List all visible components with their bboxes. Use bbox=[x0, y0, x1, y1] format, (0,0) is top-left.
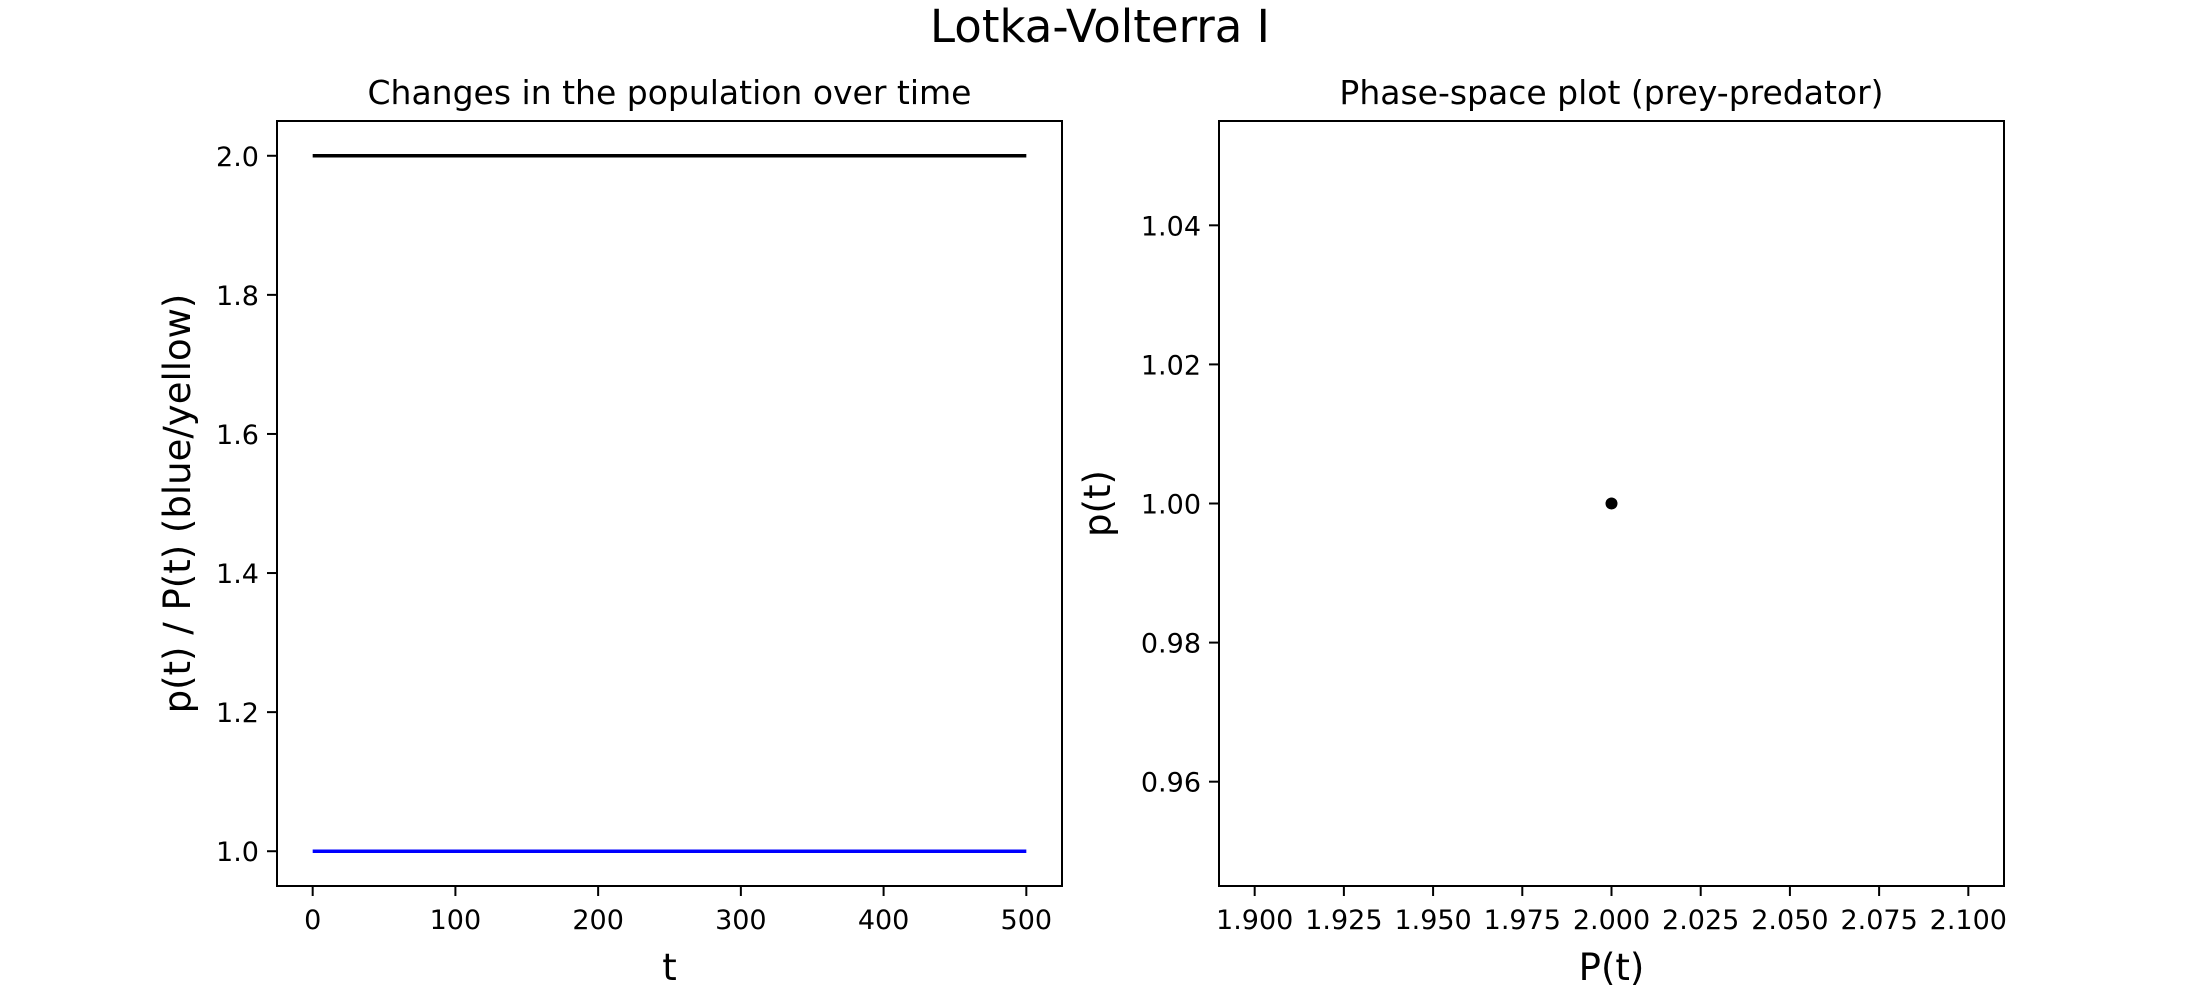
x-tick-label: 500 bbox=[1001, 905, 1053, 936]
y-tick-label: 1.0 bbox=[216, 837, 259, 868]
x-tick-label: 200 bbox=[572, 905, 624, 936]
x-tick-label: 300 bbox=[715, 905, 767, 936]
x-tick-label: 2.050 bbox=[1751, 905, 1828, 936]
x-tick-label: 2.000 bbox=[1573, 905, 1650, 936]
phase-space-chart: Phase-space plot (prey-predator) 1.900 1.9… bbox=[1076, 73, 2007, 989]
x-tick-label: 1.925 bbox=[1305, 905, 1382, 936]
x-axis-label: t bbox=[662, 946, 677, 989]
y-tick-label: 2.0 bbox=[216, 142, 259, 173]
y-tick-label: 1.00 bbox=[1141, 490, 1201, 521]
x-tick-label: 2.075 bbox=[1840, 905, 1917, 936]
x-tick-label: 1.975 bbox=[1484, 905, 1561, 936]
x-axis-label: P(t) bbox=[1579, 946, 1645, 989]
figure-title: Lotka-Volterra I bbox=[930, 0, 1270, 53]
x-tick-label: 400 bbox=[858, 905, 910, 936]
y-tick-label: 0.96 bbox=[1141, 768, 1201, 799]
y-tick-label: 1.8 bbox=[216, 281, 259, 312]
x-tick-label: 2.100 bbox=[1930, 905, 2007, 936]
chart-title: Changes in the population over time bbox=[368, 73, 972, 112]
chart-title: Phase-space plot (prey-predator) bbox=[1339, 73, 1883, 112]
x-tick-label: 100 bbox=[430, 905, 482, 936]
plot-frame bbox=[276, 120, 1063, 887]
x-tick-label: 1.900 bbox=[1216, 905, 1293, 936]
x-tick-label: 0 bbox=[304, 905, 321, 936]
x-tick-label: 2.025 bbox=[1662, 905, 1739, 936]
y-tick-label: 1.04 bbox=[1141, 211, 1201, 242]
y-tick-label: 0.98 bbox=[1141, 629, 1201, 660]
y-tick-label: 1.4 bbox=[216, 559, 259, 590]
y-tick-label: 1.2 bbox=[216, 698, 259, 729]
y-axis-label: p(t) / P(t) (blue/yellow) bbox=[156, 294, 199, 714]
time-series-chart: Changes in the population over time 0 100 2… bbox=[156, 73, 1063, 989]
x-tick-label: 1.950 bbox=[1394, 905, 1471, 936]
y-tick-label: 1.02 bbox=[1141, 350, 1201, 381]
data-point bbox=[1605, 497, 1618, 510]
y-tick-label: 1.6 bbox=[216, 420, 259, 451]
y-axis-label: p(t) bbox=[1076, 470, 1119, 537]
